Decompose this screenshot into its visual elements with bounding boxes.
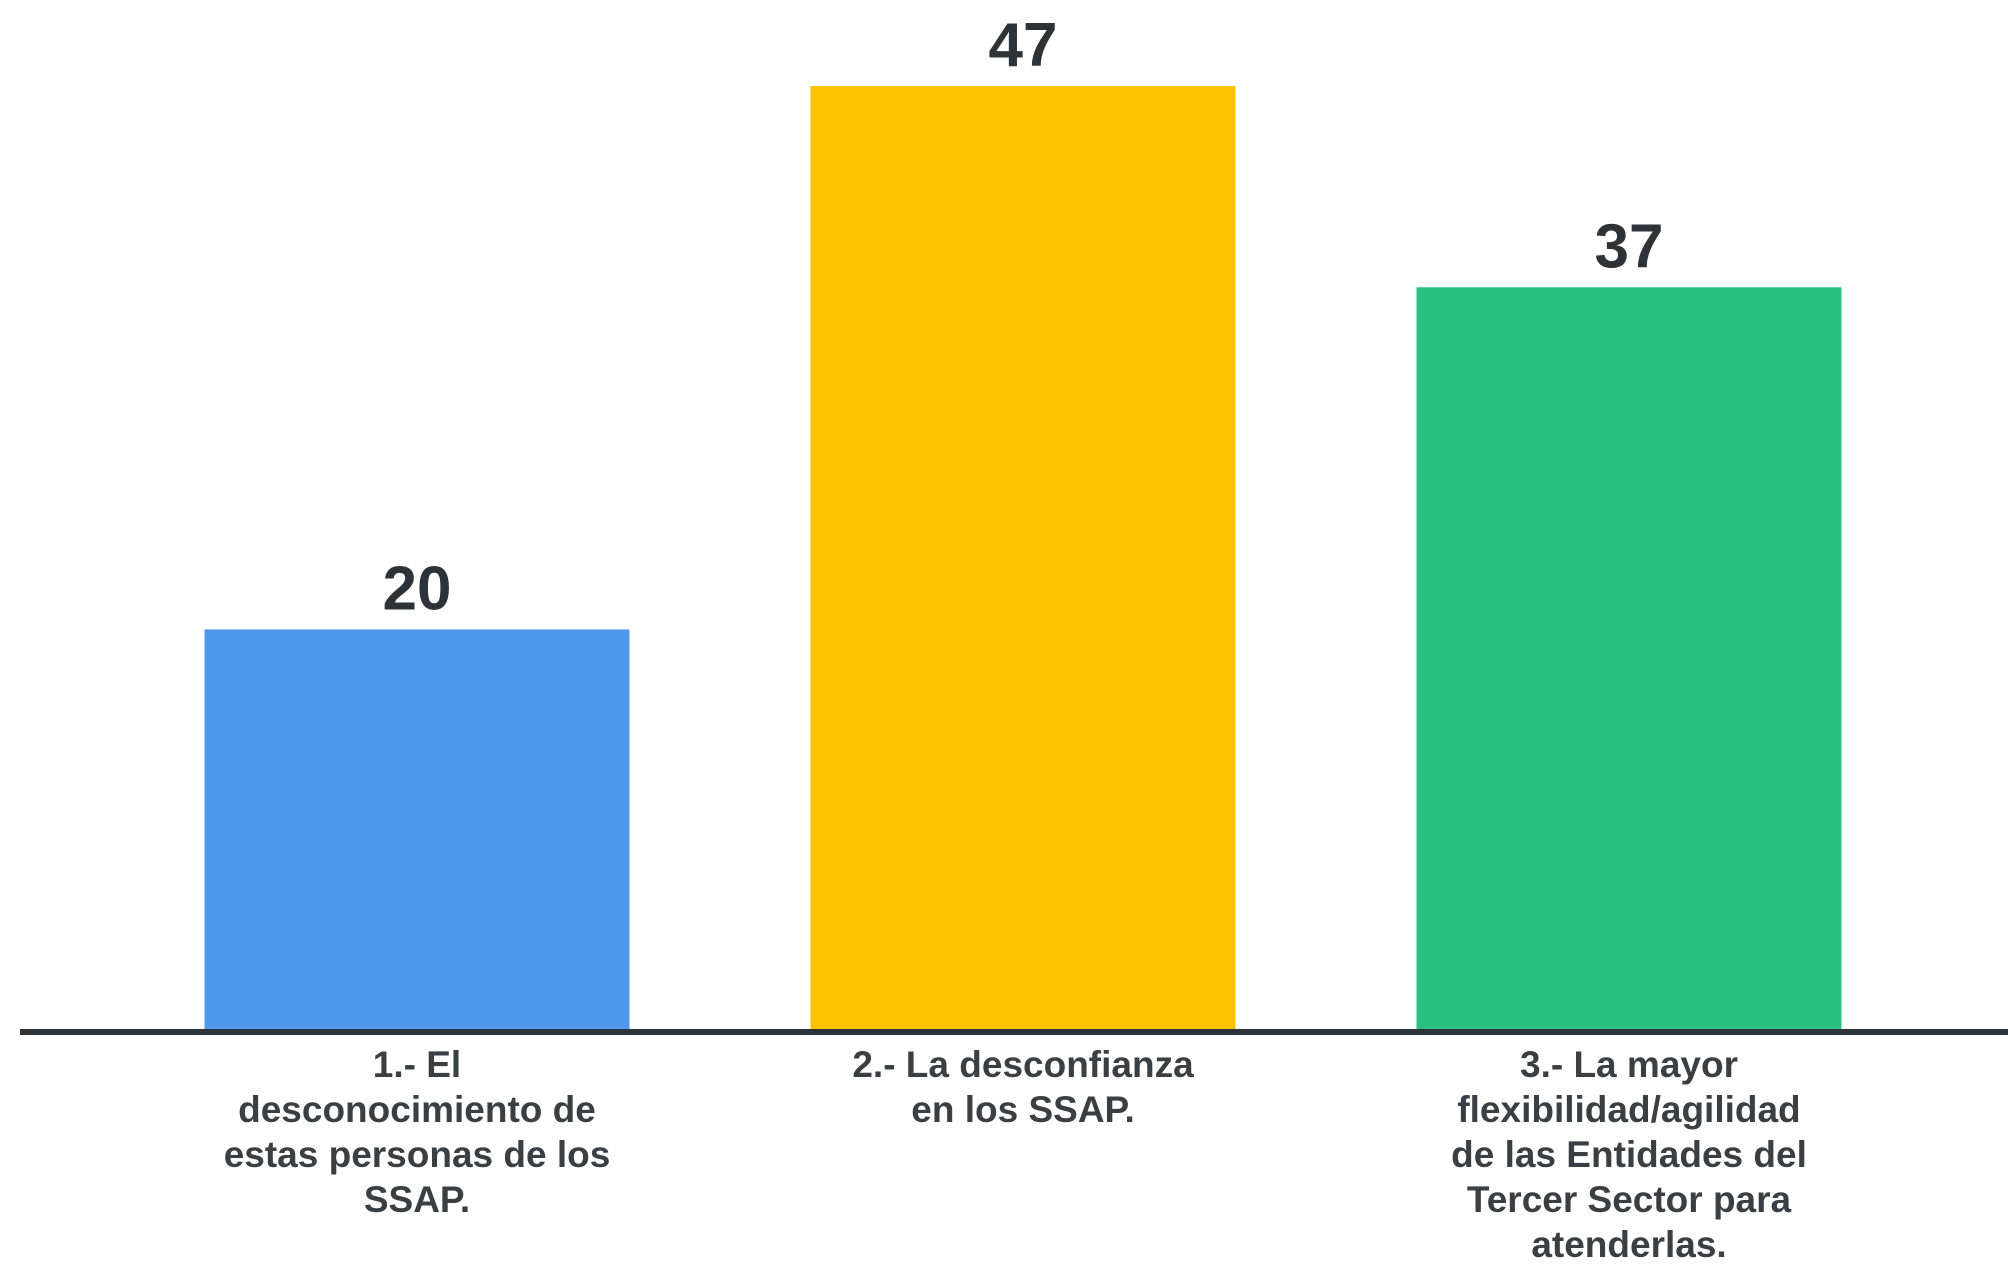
bar-2 [810,86,1236,1032]
category-label-line: desconocimiento de [238,1089,596,1130]
bar-3 [1416,287,1842,1032]
category-label-line: atenderlas. [1531,1224,1727,1265]
category-label-line: en los SSAP. [911,1089,1135,1130]
category-label-line: estas personas de los [223,1134,611,1175]
bar-1 [204,629,630,1032]
category-label-line: de las Entidades del [1451,1134,1807,1175]
category-label-3: 3.- La mayor flexibilidad/agilidad de las … [1394,1042,1864,1267]
category-label-line: SSAP. [363,1179,471,1220]
category-label-2: 2.- La desconfianza en los SSAP. [788,1042,1258,1132]
value-label-2: 47 [989,11,1058,80]
category-label-1: 1.- El desconocimiento de estas personas d… [182,1042,652,1222]
category-label-line: 2.- La desconfianza [852,1044,1194,1085]
category-label-line: flexibilidad/agilidad [1457,1089,1801,1130]
category-label-line: 1.- El [372,1044,462,1085]
category-label-line: 3.- La mayor [1520,1044,1738,1085]
category-label-line: Tercer Sector para [1466,1179,1792,1220]
value-label-1: 20 [383,554,452,623]
value-label-3: 37 [1595,212,1664,281]
